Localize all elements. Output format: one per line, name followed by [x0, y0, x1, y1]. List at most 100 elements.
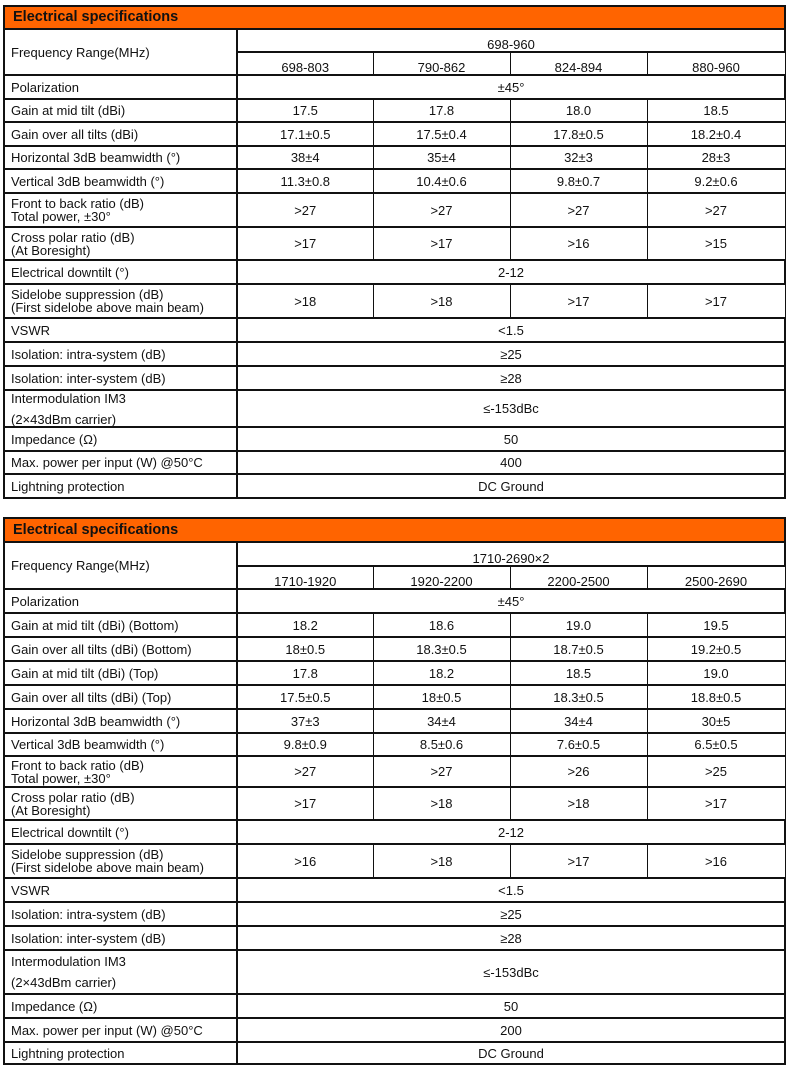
row-value: 18.3±0.5 [509, 684, 648, 710]
table-row: Gain at mid tilt (dBi) (Top) 17.8 18.2 18.5… [3, 660, 786, 686]
row-value: 9.2±0.6 [646, 168, 786, 194]
row-value: 2-12 [236, 819, 786, 845]
row-value: 18.0 [509, 98, 648, 123]
row-value: 19.0 [509, 612, 648, 638]
table-row: Front to back ratio (dB) Total power, ±30… [3, 755, 786, 788]
row-label-line: Total power, ±30° [11, 770, 111, 786]
row-label-line: (At Boresight) [11, 242, 91, 258]
row-label: Sidelobe suppression (dB) (First sidelobe… [3, 843, 238, 879]
row-value: >18 [509, 786, 648, 821]
row-label: Isolation: inter-system (dB) [3, 925, 238, 951]
row-label: Intermodulation IM3 (2×43dBm carrier) [3, 389, 238, 428]
row-label: Isolation: inter-system (dB) [3, 365, 238, 391]
table-title-row: Electrical specifications [3, 5, 786, 30]
row-label: VSWR [3, 317, 238, 343]
table-title: Electrical specifications [3, 5, 786, 30]
row-value: 28±3 [646, 145, 786, 170]
row-label: Vertical 3dB beamwidth (°) [3, 732, 238, 757]
row-label-line: Gain over all tilts (dBi) [11, 126, 139, 142]
table-row: Cross polar ratio (dB) (At Boresight) >17 >… [3, 786, 786, 821]
band-row: 1710-1920 1920-2200 2200-2500 2500-2690 [4, 565, 786, 590]
row-value: 18.7±0.5 [509, 636, 648, 662]
row-label: Gain at mid tilt (dBi) (Top) [3, 660, 238, 686]
row-label-line: Intermodulation IM3 [11, 954, 126, 969]
row-value: 17.5±0.5 [236, 684, 374, 710]
table-row: Front to back ratio (dB) Total power, ±30… [3, 192, 786, 228]
spec-table: Electrical specifications Frequency Range… [3, 517, 786, 1065]
spec-table: Electrical specifications Frequency Range… [3, 5, 786, 499]
row-label-line: Cross polar ratio (dB) [11, 229, 135, 245]
row-label-line: Vertical 3dB beamwidth (°) [11, 737, 165, 752]
row-value: >15 [646, 226, 786, 261]
row-label: Gain over all tilts (dBi) [3, 121, 238, 147]
row-value: 17.5 [236, 98, 374, 123]
row-value: 18.5 [646, 98, 786, 123]
row-value: >18 [372, 786, 511, 821]
row-value: 34±4 [509, 708, 648, 734]
row-value: >17 [236, 786, 374, 821]
row-label-line: Intermodulation IM3 [11, 390, 126, 406]
table-row: Max. power per input (W) @50°C 400 [3, 450, 786, 475]
row-value: >17 [372, 226, 511, 261]
frequency-label: Frequency Range(MHz) [3, 541, 238, 590]
row-label: Lightning protection [3, 473, 238, 499]
table-row: Sidelobe suppression (dB) (First sidelobe… [3, 283, 786, 319]
table-row: Isolation: intra-system (dB) ≥25 [3, 341, 786, 367]
row-label-line: Gain at mid tilt (dBi) [11, 103, 126, 118]
row-value: 32±3 [509, 145, 648, 170]
row-value: 35±4 [372, 145, 511, 170]
row-label: VSWR [3, 877, 238, 903]
row-label: Gain at mid tilt (dBi) [3, 98, 238, 123]
table-row: Intermodulation IM3 (2×43dBm carrier) ≤-15… [3, 949, 786, 995]
frequency-row: Frequency Range(MHz) 698-960 [3, 28, 786, 76]
row-label-line: Total power, ±30° [11, 209, 111, 224]
row-value: 18.8±0.5 [646, 684, 786, 710]
row-value: 18.2 [236, 612, 374, 638]
row-value: 18.3±0.5 [372, 636, 511, 662]
frequency-row: Frequency Range(MHz) 1710-2690×2 [3, 541, 786, 590]
table-row: Lightning protection DC Ground [3, 473, 786, 499]
table-row: Vertical 3dB beamwidth (°) 9.8±0.9 8.5±0.6… [3, 732, 786, 757]
row-label: Intermodulation IM3 (2×43dBm carrier) [3, 949, 238, 995]
row-label-line: Gain at mid tilt (dBi) (Bottom) [11, 617, 179, 633]
row-label: Electrical downtilt (°) [3, 819, 238, 845]
row-value: >26 [509, 755, 648, 788]
row-label-line: (First sidelobe above main beam) [11, 300, 204, 315]
row-label-line: Gain over all tilts (dBi) (Top) [11, 689, 172, 705]
row-value: 2-12 [236, 259, 786, 285]
table-row: Sidelobe suppression (dB) (First sidelobe… [3, 843, 786, 879]
row-label: Front to back ratio (dB) Total power, ±30… [3, 755, 238, 788]
row-label: Vertical 3dB beamwidth (°) [3, 168, 238, 194]
row-label-line: (2×43dBm carrier) [11, 411, 117, 427]
table-row: VSWR <1.5 [3, 317, 786, 343]
row-label: Impedance (Ω) [3, 993, 238, 1019]
row-value: 11.3±0.8 [236, 168, 374, 194]
row-label: Electrical downtilt (°) [3, 259, 238, 285]
row-label-line: (2×43dBm carrier) [11, 975, 117, 990]
row-value: >18 [372, 283, 511, 319]
row-value: 17.8±0.5 [509, 121, 648, 147]
table-row: Gain at mid tilt (dBi) 17.5 17.8 18.0 18.5 [3, 98, 786, 123]
row-label: Gain over all tilts (dBi) (Bottom) [3, 636, 238, 662]
row-value: >27 [236, 755, 374, 788]
row-value: 18±0.5 [372, 684, 511, 710]
row-value: ≤-153dBc [236, 389, 786, 428]
row-label-line: Cross polar ratio (dB) [11, 789, 135, 805]
table-row: Cross polar ratio (dB) (At Boresight) >17 >… [3, 226, 786, 261]
row-label-line: Impedance (Ω) [11, 998, 98, 1014]
row-value: 9.8±0.9 [236, 732, 374, 757]
row-value: >25 [646, 755, 786, 788]
row-value: >16 [509, 226, 648, 261]
row-label-line: Sidelobe suppression (dB) [11, 847, 164, 862]
row-value: >27 [372, 192, 511, 228]
row-value: >16 [646, 843, 786, 879]
table-row: Gain over all tilts (dBi) (Bottom) 18±0.5… [3, 636, 786, 662]
row-label-line: Horizontal 3dB beamwidth (°) [11, 713, 181, 729]
table-row: Isolation: inter-system (dB) ≥28 [3, 365, 786, 391]
band-header: 824-894 [509, 51, 648, 76]
table-row: Gain over all tilts (dBi) 17.1±0.5 17.5±0.… [3, 121, 786, 147]
row-label: Horizontal 3dB beamwidth (°) [3, 145, 238, 170]
band-row: 698-803 790-862 824-894 880-960 [4, 51, 786, 76]
table-row: Isolation: intra-system (dB) ≥25 [3, 901, 786, 927]
row-label: Gain at mid tilt (dBi) (Bottom) [3, 612, 238, 638]
